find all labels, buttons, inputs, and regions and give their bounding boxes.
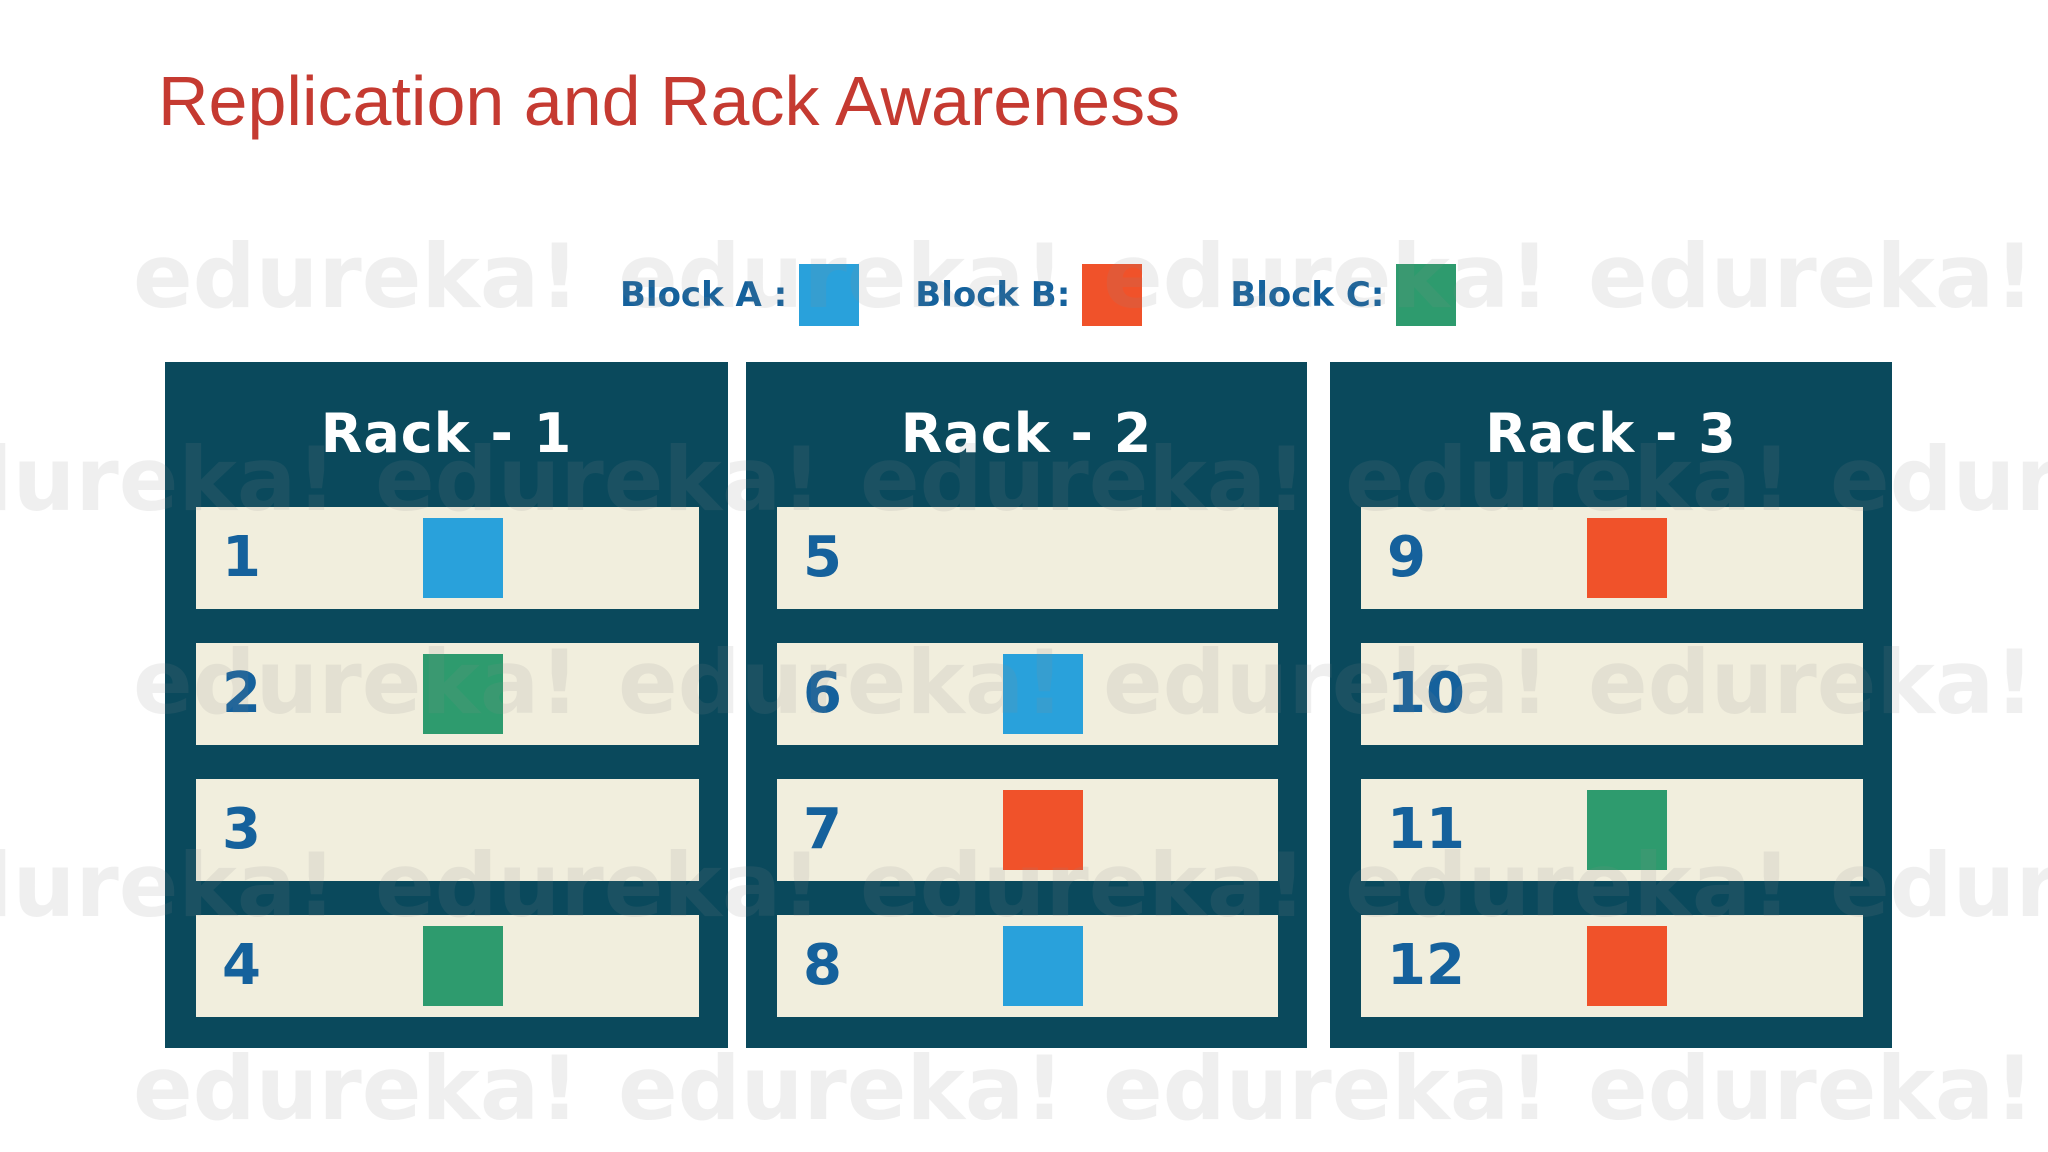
rack-title: Rack - 3 [1485,402,1737,465]
rack-node-row: 3 [196,779,699,881]
legend-label: Block C: [1230,275,1385,315]
node-number: 5 [803,525,842,590]
block-a-square [1002,926,1083,1006]
rack-node-row: 5 [777,507,1278,609]
rack-node-row: 8 [777,915,1278,1017]
legend-item-block-a: Block A : [620,264,860,326]
legend-swatch-block-b [1082,264,1143,326]
block-b-square [1587,518,1668,598]
node-number: 11 [1387,797,1465,862]
node-number: 10 [1387,661,1465,726]
block-b-square [1002,790,1083,870]
node-number: 12 [1387,933,1465,998]
legend-label: Block B: [915,275,1071,315]
rack-node-row: 1 [196,507,699,609]
node-number: 2 [222,661,261,726]
rack-panel-2: Rack - 2 5 6 7 8 [746,362,1307,1048]
page-title: Replication and Rack Awareness [158,62,1181,140]
legend-item-block-b: Block B: [915,264,1143,326]
legend-label: Block A : [620,275,788,315]
rack-node-row: 10 [1361,643,1863,745]
rack-node-row: 9 [1361,507,1863,609]
rack-node-row: 7 [777,779,1278,881]
node-number: 6 [803,661,842,726]
legend-item-block-c: Block C: [1230,264,1457,326]
block-b-square [1587,926,1668,1006]
rack-title: Rack - 1 [320,402,573,465]
rack-node-row: 6 [777,643,1278,745]
rack-node-row: 4 [196,915,699,1017]
legend: Block A : Block B: Block C: [620,264,1457,326]
rack-panel-1: Rack - 1 1 2 3 4 [165,362,728,1048]
block-c-square [422,926,503,1006]
rack-title: Rack - 2 [900,402,1153,465]
rack-node-row: 11 [1361,779,1863,881]
legend-swatch-block-a [799,264,860,326]
node-number: 1 [222,525,261,590]
node-number: 9 [1387,525,1426,590]
block-a-square [422,518,503,598]
block-c-square [422,654,503,734]
block-c-square [1587,790,1668,870]
node-number: 7 [803,797,842,862]
node-number: 8 [803,933,842,998]
rack-node-row: 12 [1361,915,1863,1017]
node-number: 4 [222,933,261,998]
legend-swatch-block-c [1396,264,1457,326]
block-a-square [1002,654,1083,734]
rack-panel-3: Rack - 3 9 10 11 12 [1330,362,1892,1048]
rack-node-row: 2 [196,643,699,745]
node-number: 3 [222,797,261,862]
